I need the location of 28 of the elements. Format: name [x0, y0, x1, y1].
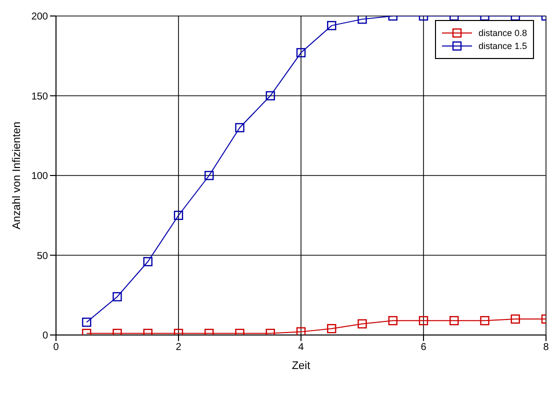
- legend-label: distance 0.8: [478, 28, 527, 38]
- y-tick-label: 0: [42, 330, 48, 342]
- point: [296, 327, 306, 335]
- x-tick-label: 0: [53, 342, 60, 354]
- point: [480, 316, 490, 326]
- x-tick-label: 2: [176, 342, 182, 354]
- legend-label: distance 1.5: [478, 41, 527, 51]
- y-tick-label: 200: [31, 12, 48, 23]
- y-tick-label: 50: [36, 250, 48, 262]
- point: [143, 257, 152, 266]
- x-tick-label: 4: [298, 342, 304, 354]
- point: [174, 210, 184, 220]
- point: [235, 123, 244, 132]
- point: [204, 170, 214, 180]
- point: [450, 316, 459, 326]
- y-tick-label: 100: [31, 171, 48, 182]
- point: [418, 316, 428, 326]
- point: [327, 324, 336, 334]
- point: [388, 316, 398, 326]
- x-tick-label: 8: [543, 342, 550, 354]
- point: [82, 318, 92, 327]
- x-tick-label: 6: [420, 342, 427, 354]
- y-tick-label: 150: [31, 91, 48, 102]
- point: [510, 314, 520, 324]
- x-axis-title: Zeit: [292, 360, 310, 372]
- point: [358, 319, 367, 328]
- y-axis-title: Anzahl von Infizienten: [10, 122, 23, 230]
- point: [112, 292, 122, 302]
